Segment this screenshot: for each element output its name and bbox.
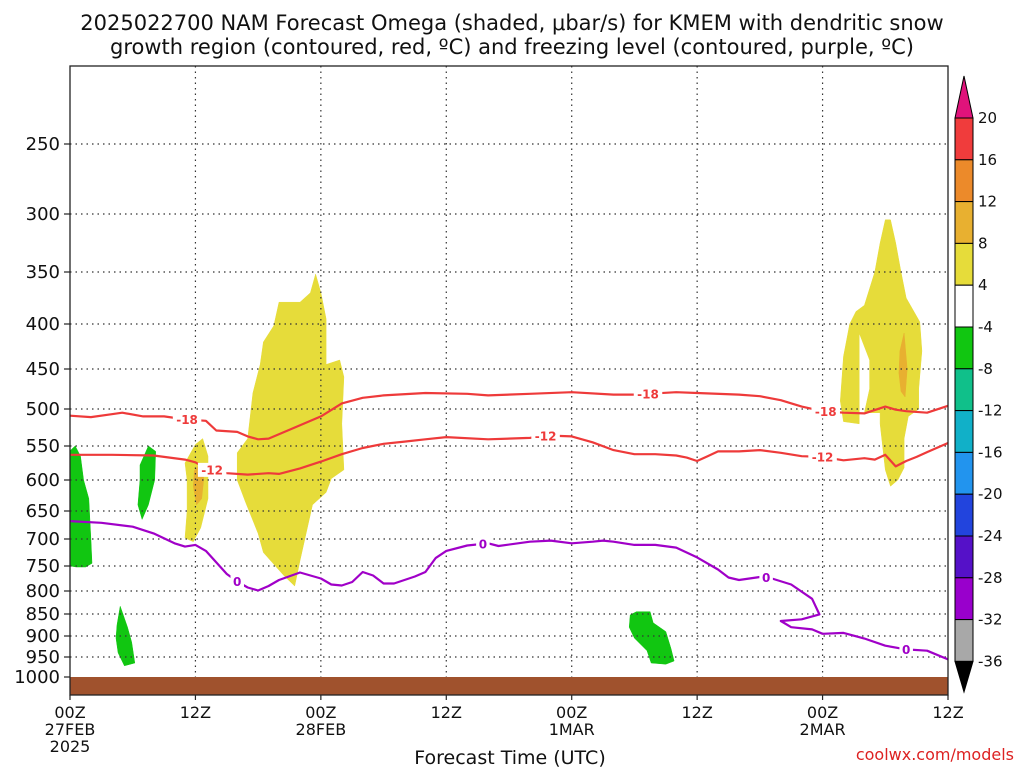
y-tick-label: 600 [26, 470, 60, 491]
gridlines [70, 66, 948, 677]
ground-band [70, 677, 948, 695]
temperature-contours: -18 -18 -18 -12 -12 -12 0 0 0 0 [69, 386, 949, 661]
colorbar-label: -20 [978, 485, 1003, 503]
x-tick-label: 12Z [431, 703, 462, 722]
contour-label: -12 [812, 450, 834, 464]
y-tick-label: 850 [26, 604, 60, 625]
omega-shading [69, 219, 923, 667]
colorbar-segment [954, 410, 974, 453]
colorbar-segment [954, 535, 974, 579]
plot-frame [69, 65, 949, 696]
colorbar-label: -24 [978, 527, 1003, 545]
colorbar-segment [954, 451, 974, 495]
y-tick-label: 800 [26, 581, 60, 602]
contour-label: -12 [535, 430, 557, 444]
contour-line [69, 520, 949, 661]
contour-label: -18 [637, 387, 659, 401]
omega-region [840, 219, 923, 487]
y-tick-label: 550 [26, 436, 60, 457]
y-tick-label: 350 [26, 262, 60, 283]
y-tick-label: 450 [26, 359, 60, 380]
x-tick-label: 00Z [305, 703, 336, 722]
colorbar-label: -4 [978, 318, 993, 336]
y-axis-ticks: 2503003504004505005506006507007508008509… [14, 134, 70, 688]
y-tick-label: 500 [26, 399, 60, 420]
colorbar-segment [954, 242, 974, 286]
contour-label: 0 [479, 537, 487, 551]
x-tick-label: 1MAR [549, 720, 595, 739]
contour-label: -18 [176, 413, 198, 427]
y-tick-label: 1000 [14, 667, 60, 688]
colorbar-label: -12 [978, 402, 1003, 420]
colorbar-segment [954, 368, 974, 412]
contour-label-bg [197, 462, 227, 477]
colorbar-segment [954, 284, 974, 328]
x-tick-label: 00Z [54, 703, 85, 722]
x-tick-label: 2MAR [800, 720, 846, 739]
contour-label-bg [808, 449, 837, 464]
contour-label-bg [633, 386, 663, 401]
omega-region [628, 611, 675, 665]
colorbar-segment [954, 493, 974, 537]
omega-region [137, 445, 156, 521]
colorbar-segment [954, 660, 974, 694]
chart-title-line1: 2025022700 NAM Forecast Omega (shaded, μ… [80, 11, 943, 35]
y-tick-label: 400 [26, 314, 60, 335]
credit-text: coolwx.com/models [856, 745, 1014, 764]
chart-title-line2: growth region (contoured, red, ºC) and f… [110, 35, 914, 59]
contour-label-bg [476, 536, 490, 551]
y-tick-label: 700 [26, 529, 60, 550]
colorbar-label: -8 [978, 360, 993, 378]
colorbar-segment [954, 117, 974, 161]
contour-label: -18 [815, 405, 837, 419]
colorbar-segment [954, 159, 974, 203]
x-axis-title: Forecast Time (UTC) [414, 747, 605, 768]
x-tick-label: 12Z [932, 703, 963, 722]
colorbar-segment [954, 326, 974, 370]
x-tick-label: 00Z [556, 703, 587, 722]
contour-label-bg [811, 404, 840, 419]
colorbar-label: -36 [978, 652, 1003, 670]
contour-label: 0 [233, 575, 241, 589]
colorbar-label: 12 [978, 193, 997, 211]
y-tick-label: 650 [26, 501, 60, 522]
x-tick-label: 12Z [180, 703, 211, 722]
contour-label-bg [759, 570, 773, 585]
x-tick-label: 12Z [681, 703, 712, 722]
colorbar-label: 4 [978, 276, 988, 294]
contour-label-bg [230, 574, 244, 589]
omega-region [69, 445, 93, 568]
contour-label-bg [899, 642, 913, 657]
colorbar-label: -28 [978, 569, 1003, 587]
colorbar-label: -16 [978, 443, 1003, 461]
x-tick-label: 28FEB [296, 720, 347, 739]
colorbar-label: 16 [978, 151, 997, 169]
colorbar-segment [954, 75, 974, 119]
colorbar-segment [954, 577, 974, 621]
colorbar: 20 16 12 8 4 -4 -8 -12 -16 -20 -24 -28 -32 -36 [954, 75, 1003, 694]
y-tick-label: 750 [26, 556, 60, 577]
x-tick-label: 00Z [807, 703, 838, 722]
contour-label-bg [172, 412, 202, 427]
y-tick-label: 900 [26, 626, 60, 647]
contour-line [70, 434, 949, 476]
colorbar-segment [954, 201, 974, 244]
contour-label: -12 [201, 463, 223, 477]
colorbar-label: -32 [978, 611, 1003, 629]
contour-label: 0 [762, 571, 770, 585]
y-tick-label: 250 [26, 134, 60, 155]
omega-region [898, 332, 908, 398]
x-tick-label: 27FEB [45, 720, 96, 739]
y-tick-label: 300 [26, 204, 60, 225]
y-tick-label: 950 [26, 647, 60, 668]
contour-label: 0 [902, 643, 910, 657]
colorbar-segment [954, 619, 974, 662]
colorbar-label: 20 [978, 109, 997, 127]
contour-label-bg [531, 429, 560, 444]
colorbar-label: 8 [978, 234, 988, 252]
x-tick-label: 2025 [50, 737, 91, 756]
